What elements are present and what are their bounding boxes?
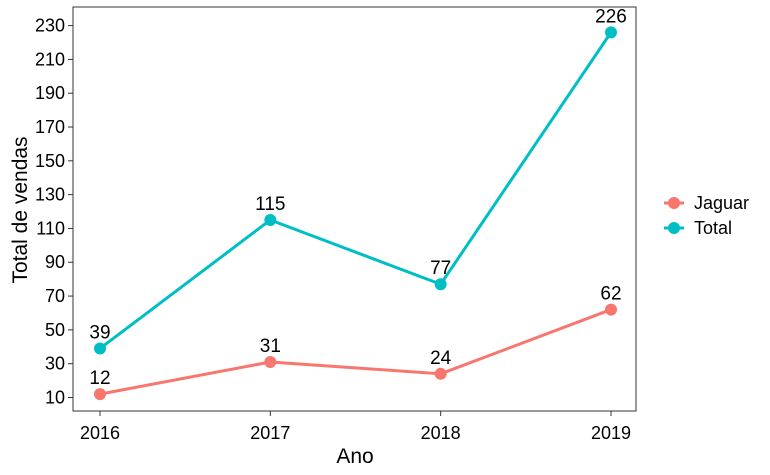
data-labels: 12 31 24 62 39 115 77 226 [89,6,626,389]
legend: Jaguar Total [664,193,749,238]
legend-label-jaguar: Jaguar [694,193,749,213]
y-tick-label: 130 [35,185,65,205]
data-point-jaguar [605,303,617,316]
data-label: 12 [89,368,110,389]
data-label: 39 [89,322,110,343]
data-label: 62 [600,284,621,305]
series-line-total [98,30,613,350]
plot-panel [72,6,637,412]
y-axis: 10 30 50 70 90 110 130 150 170 190 210 230 [35,16,73,407]
data-point-total [94,342,106,355]
y-axis-title: Total de vendas [9,136,32,283]
data-point-jaguar [94,388,106,401]
x-axis: 2016 2017 2018 2019 [80,411,631,443]
y-tick-label: 230 [35,16,65,36]
y-tick-label: 210 [35,49,65,69]
data-label: 115 [255,194,285,215]
y-tick-label: 30 [45,354,65,374]
x-tick-label: 2017 [250,423,290,443]
x-axis-title: Ano [336,445,373,468]
data-point-jaguar [434,367,447,380]
y-tick-label: 190 [35,83,65,103]
legend-label-total: Total [694,218,732,238]
data-label: 77 [430,258,451,279]
y-tick-label: 150 [35,151,65,171]
data-point-total [605,26,617,39]
x-tick-label: 2016 [80,423,120,443]
y-tick-label: 170 [35,117,65,137]
legend-key-point [668,222,680,234]
y-tick-label: 110 [36,218,65,238]
data-point-jaguar [264,355,277,368]
data-label: 31 [260,336,281,357]
series-layer [94,26,617,401]
data-point-total [264,213,277,226]
data-label: 226 [595,6,627,27]
data-point-total [434,278,447,291]
x-tick-label: 2019 [591,423,631,443]
y-tick-label: 50 [45,320,65,340]
y-tick-label: 70 [45,286,65,306]
data-label: 24 [430,348,452,369]
legend-key-point [668,197,680,209]
y-tick-label: 10 [45,387,65,407]
y-tick-label: 90 [45,252,65,272]
x-tick-label: 2018 [421,423,461,443]
series-line-jaguar [98,308,613,396]
